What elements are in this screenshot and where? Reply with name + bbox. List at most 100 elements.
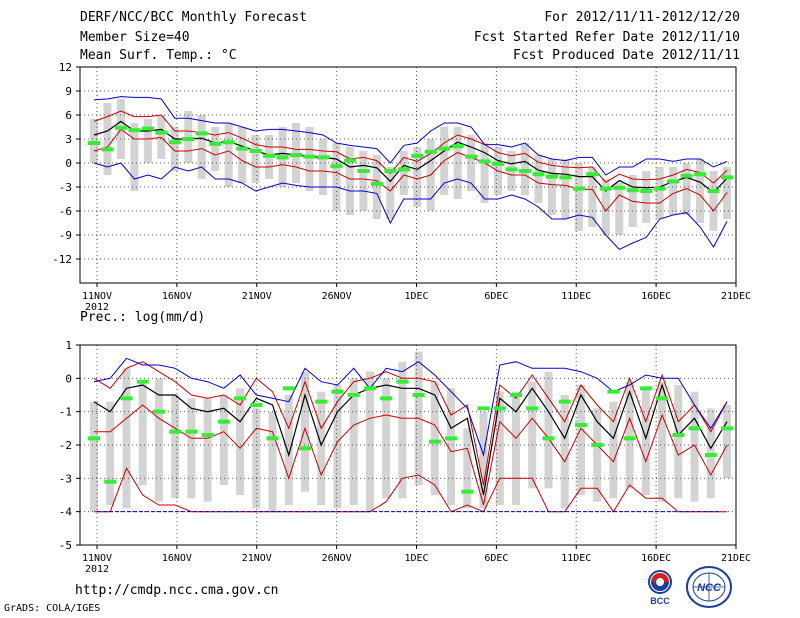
temp-ytick-label: -9 <box>59 229 72 242</box>
prec-observed-marker <box>201 433 214 437</box>
prec-spread-box <box>171 395 180 499</box>
prec-upper-spread-line <box>93 361 728 486</box>
temp-observed-marker <box>343 158 356 163</box>
temp-observed-marker <box>88 141 100 145</box>
ncc-logo-icon: NCC <box>686 566 732 608</box>
prec-spread-box <box>187 398 196 499</box>
prec-observed-marker <box>266 436 279 441</box>
temp-observed-marker <box>478 159 491 164</box>
temp-ytick-label: 3 <box>65 133 72 146</box>
prec-observed-marker <box>526 406 539 411</box>
prec-observed-marker <box>152 409 165 414</box>
temp-observed-marker <box>182 137 195 141</box>
precip-panel-title: Prec.: log(mm/d) <box>80 310 206 325</box>
temp-observed-marker <box>114 125 127 130</box>
prec-observed-marker <box>217 419 230 424</box>
forecast-started-label: Fcst Started Refer Date 2012/11/10 <box>473 30 740 45</box>
prec-spread-box <box>365 371 374 512</box>
prec-year-label: 2012 <box>85 564 109 575</box>
grads-credit: GrADS: COLA/IGES <box>4 603 101 614</box>
prec-xtick-label: 16NOV <box>162 553 192 564</box>
prec-ytick-label: -1 <box>59 406 72 419</box>
prec-observed-marker <box>428 439 441 444</box>
prec-observed-marker <box>315 399 328 404</box>
temp-spread-box <box>224 123 233 187</box>
prec-observed-marker <box>136 379 149 384</box>
prec-observed-marker <box>445 436 458 441</box>
temp-spread-box <box>655 167 664 219</box>
prec-spread-box <box>382 378 391 499</box>
prec-observed-marker <box>558 399 571 404</box>
temp-xtick-label: 11DEC <box>561 291 591 302</box>
prec-observed-marker <box>607 389 620 394</box>
prec-spread-box <box>528 381 537 489</box>
prec-spread-box <box>317 391 326 505</box>
prec-spread-box <box>219 395 228 485</box>
temp-observed-marker <box>451 144 464 149</box>
temp-spread-box <box>345 147 354 215</box>
temp-observed-marker <box>397 167 410 172</box>
prec-observed-marker <box>704 453 717 457</box>
prec-spread-box <box>512 391 520 505</box>
temp-observed-marker <box>667 179 680 184</box>
temp-observed-marker <box>721 175 733 180</box>
temp-xtick-label: 21DEC <box>721 291 751 302</box>
prec-spread-box <box>252 408 261 509</box>
temp-observed-marker <box>465 154 478 159</box>
prec-observed-marker <box>185 429 198 434</box>
prec-spread-box <box>723 405 731 479</box>
temp-spread-box <box>386 167 395 219</box>
prec-spread-box <box>430 381 439 495</box>
temp-spread-box <box>480 143 489 203</box>
prec-observed-marker <box>672 433 685 437</box>
prec-observed-marker <box>331 389 344 394</box>
prec-spread-box <box>122 368 131 509</box>
prec-spread-box <box>674 385 683 499</box>
temp-spread-box <box>399 151 408 195</box>
forecast-period-label: For 2012/11/11-2012/12/20 <box>544 10 740 25</box>
prec-spread-box <box>138 381 147 485</box>
prec-observed-marker <box>721 426 733 431</box>
prec-observed-marker <box>104 479 117 484</box>
temp-observed-marker <box>168 140 181 145</box>
prec-observed-marker <box>169 429 182 434</box>
prec-spread-box <box>106 401 115 505</box>
temp-ytick-label: 9 <box>65 85 72 98</box>
temp-observed-marker <box>276 155 289 160</box>
prec-xtick-label: 16DEC <box>641 553 671 564</box>
temp-spread-box <box>211 127 220 171</box>
temp-spread-box <box>359 151 368 211</box>
bcc-logo-label: BCC <box>650 596 670 606</box>
temp-observed-marker <box>424 149 437 154</box>
prec-spread-box <box>560 395 569 509</box>
prec-spread-box <box>625 381 634 489</box>
prec-observed-marker <box>347 393 360 397</box>
temp-ytick-label: -3 <box>59 181 72 194</box>
temp-observed-marker <box>370 181 383 186</box>
temp-xtick-label: 26NOV <box>322 291 352 302</box>
temp-ytick-label: -6 <box>59 205 72 218</box>
prec-observed-marker <box>574 423 587 427</box>
prec-observed-marker <box>477 406 490 411</box>
prec-xtick-label: 1DEC <box>404 553 428 564</box>
temp-observed-marker <box>694 172 707 177</box>
prec-spread-box <box>544 371 553 489</box>
prec-spread-box <box>236 388 245 495</box>
prec-spread-box <box>90 401 98 512</box>
temp-spread-box <box>170 127 179 171</box>
temp-observed-marker <box>492 161 505 166</box>
temp-observed-marker <box>586 172 599 177</box>
temp-spread-box <box>305 127 314 191</box>
prec-ytick-label: -2 <box>59 439 72 452</box>
prec-observed-marker <box>282 386 295 391</box>
prec-spread-box <box>154 378 163 502</box>
prec-xtick-label: 21NOV <box>242 553 272 564</box>
prec-observed-marker <box>623 436 636 441</box>
bcc-logo-icon: BCC <box>648 570 672 606</box>
temp-ensemble-mean-line <box>93 120 728 194</box>
chart-title: DERF/NCC/BCC Monthly Forecast <box>80 10 307 25</box>
temp-spread-box <box>642 171 651 223</box>
prec-xtick-label: 26NOV <box>322 553 352 564</box>
prec-spread-box <box>398 361 407 499</box>
prec-ytick-label: 1 <box>65 339 72 352</box>
